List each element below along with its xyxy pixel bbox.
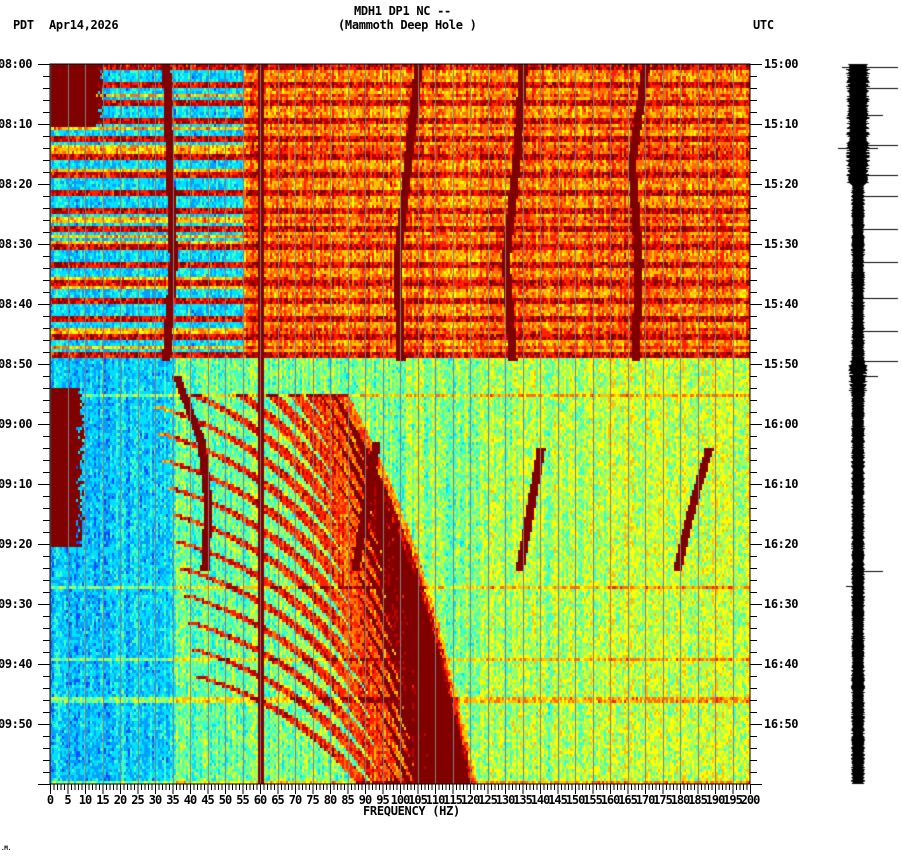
x-tick-label: 40 (183, 793, 197, 807)
left-timezone-label: PDT (13, 18, 34, 32)
y-tick-label-left: 08:10 (0, 117, 33, 131)
x-tick-label: 170 (635, 793, 656, 807)
x-tick-label: 15 (96, 793, 109, 807)
y-tick-label-right: 16:50 (764, 717, 799, 731)
x-tick-label: 105 (408, 793, 428, 807)
x-tick-label: 135 (513, 793, 533, 807)
chart-title-line1: MDH1 DP1 NC -- (354, 4, 451, 18)
y-tick-label-left: 09:10 (0, 477, 33, 491)
y-tick-label-left: 09:50 (0, 717, 33, 731)
x-tick-label: 185 (688, 793, 708, 807)
x-tick-label: 130 (495, 793, 516, 807)
y-tick-label-right: 15:50 (764, 357, 799, 371)
x-tick-label: 140 (530, 793, 551, 807)
y-tick-label-left: 09:00 (0, 417, 33, 431)
chart-title-line2: (Mammoth Deep Hole ) (338, 18, 477, 32)
x-tick-label: 110 (425, 793, 446, 807)
x-tick-label: 45 (201, 793, 214, 807)
x-tick-label: 95 (376, 793, 389, 807)
x-tick-label: 180 (670, 793, 691, 807)
x-tick-label: 160 (600, 793, 621, 807)
date-label: Apr14,2026 (49, 18, 119, 32)
x-tick-label: 25 (131, 793, 144, 807)
x-tick-label: 100 (390, 793, 411, 807)
x-tick-label: 155 (583, 793, 603, 807)
x-tick-label: 85 (341, 793, 354, 807)
y-tick-label-right: 16:20 (764, 537, 799, 551)
y-tick-label-left: 08:00 (0, 57, 33, 71)
x-tick-label: 65 (271, 793, 284, 807)
x-tick-label: 145 (548, 793, 568, 807)
x-tick-label: 125 (478, 793, 498, 807)
x-tick-label: 35 (166, 793, 179, 807)
x-axis-title: FREQUENCY (HZ) (363, 804, 460, 818)
y-tick-label-right: 15:10 (764, 117, 799, 131)
y-tick-label-left: 08:20 (0, 177, 33, 191)
x-tick-label: 5 (64, 793, 71, 807)
x-tick-label: 200 (740, 793, 761, 807)
y-tick-label-right: 16:40 (764, 657, 799, 671)
x-tick-label: 175 (653, 793, 673, 807)
spectrogram-heatmap (50, 64, 750, 784)
x-tick-label: 195 (723, 793, 743, 807)
y-tick-label-left: 08:30 (0, 237, 33, 251)
x-tick-label: 150 (565, 793, 586, 807)
x-tick-label: 90 (358, 793, 372, 807)
x-tick-label: 165 (618, 793, 638, 807)
x-tick-label: 50 (218, 793, 232, 807)
right-timezone-label: UTC (753, 18, 774, 32)
seismogram-trace (830, 60, 902, 790)
footer-mark: .M. (1, 845, 11, 852)
x-tick-label: 75 (306, 793, 319, 807)
x-tick-label: 120 (460, 793, 481, 807)
y-tick-label-right: 15:30 (764, 237, 799, 251)
x-tick-label: 70 (288, 793, 302, 807)
y-tick-label-right: 16:10 (764, 477, 799, 491)
y-tick-label-left: 09:20 (0, 537, 33, 551)
x-tick-label: 190 (705, 793, 726, 807)
x-tick-label: 0 (46, 793, 54, 807)
x-tick-label: 30 (148, 793, 162, 807)
y-tick-label-right: 15:00 (764, 57, 799, 71)
y-tick-label-right: 15:20 (764, 177, 799, 191)
x-tick-label: 20 (113, 793, 127, 807)
y-tick-label-left: 08:50 (0, 357, 33, 371)
x-tick-label: 80 (323, 793, 337, 807)
y-tick-label-left: 09:30 (0, 597, 33, 611)
y-tick-label-right: 15:40 (764, 297, 799, 311)
y-tick-label-right: 16:00 (764, 417, 799, 431)
y-tick-label-left: 09:40 (0, 657, 33, 671)
x-tick-label: 60 (253, 793, 267, 807)
x-tick-label: 115 (443, 793, 463, 807)
y-tick-label-right: 16:30 (764, 597, 799, 611)
x-tick-label: 10 (78, 793, 92, 807)
x-tick-label: 55 (236, 793, 249, 807)
y-tick-label-left: 08:40 (0, 297, 33, 311)
